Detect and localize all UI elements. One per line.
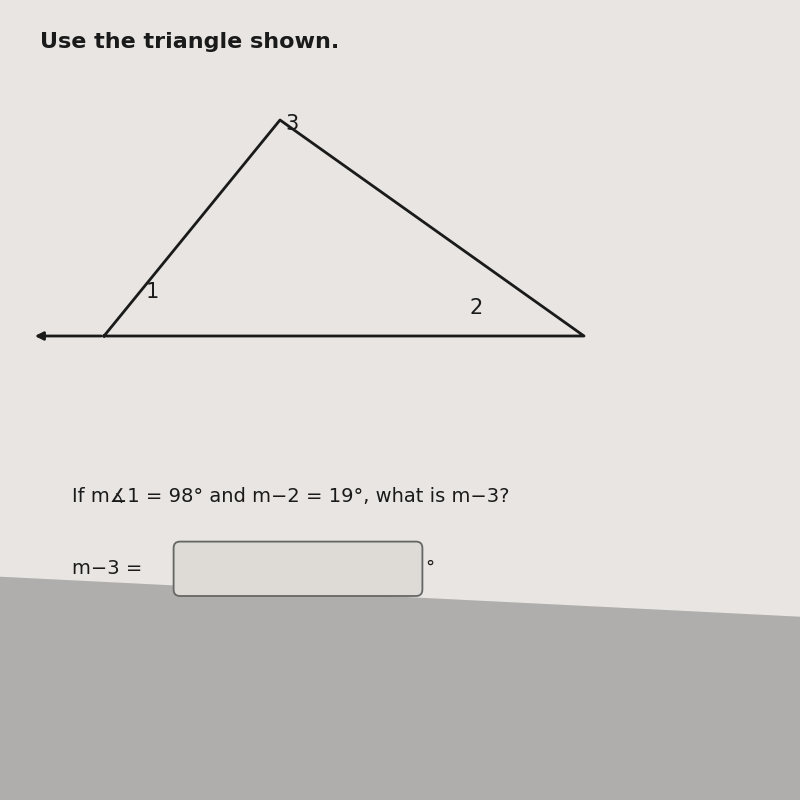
Text: 2: 2 [470, 298, 482, 318]
FancyBboxPatch shape [174, 542, 422, 596]
Text: Use the triangle shown.: Use the triangle shown. [40, 32, 339, 52]
Polygon shape [0, 0, 800, 616]
Text: °: ° [426, 559, 434, 577]
Text: m−3 =: m−3 = [72, 558, 142, 578]
Text: 1: 1 [146, 282, 158, 302]
Text: If m∡1 = 98° and m−2 = 19°, what is m−3?: If m∡1 = 98° and m−2 = 19°, what is m−3? [72, 486, 510, 506]
Text: 3: 3 [286, 114, 298, 134]
